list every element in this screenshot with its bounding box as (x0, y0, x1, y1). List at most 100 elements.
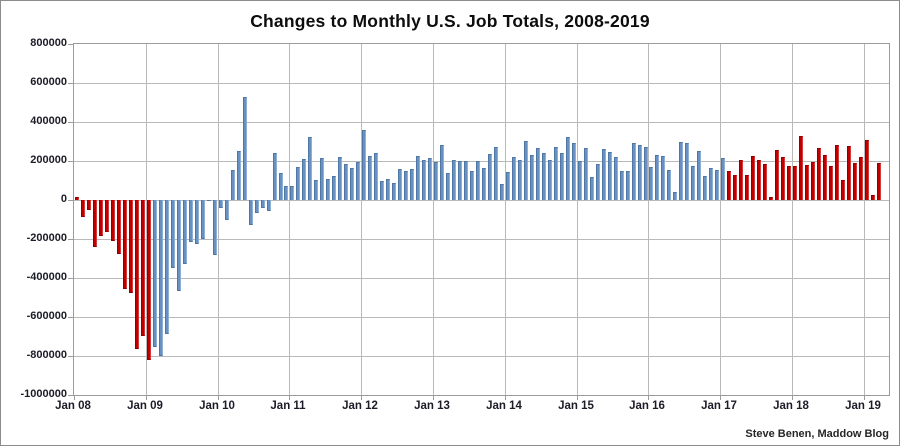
bar-2011-09 (338, 156, 343, 200)
bar-2014-12 (571, 143, 576, 200)
bar-2017-05 (745, 174, 750, 200)
bar-2008-10 (128, 200, 133, 293)
bar-2012-08 (404, 170, 409, 201)
bar-2012-03 (374, 152, 379, 200)
v-gridline (577, 44, 578, 395)
x-axis-tick (361, 396, 362, 400)
x-axis-tick (648, 396, 649, 400)
v-gridline (505, 44, 506, 395)
bar-2018-03 (805, 165, 809, 200)
x-axis-tick-label: Jan 13 (414, 400, 450, 412)
bar-2011-11 (350, 168, 355, 200)
bar-2014-08 (547, 160, 552, 200)
bar-2010-12 (284, 186, 289, 200)
bar-2018-11 (852, 162, 857, 200)
x-axis-tick (864, 396, 865, 400)
bar-2018-07 (829, 165, 833, 200)
bar-2014-02 (511, 156, 516, 200)
y-axis-tick (68, 44, 73, 45)
bar-2009-12 (212, 200, 217, 256)
bar-2008-09 (122, 200, 127, 289)
bar-2010-08 (260, 200, 265, 209)
x-axis-tick-label: Jan 11 (270, 400, 306, 412)
bar-2009-03 (158, 200, 163, 356)
bar-2009-11 (206, 200, 211, 202)
x-axis-tick-label: Jan 15 (558, 400, 594, 412)
bar-2013-09 (481, 168, 486, 200)
bar-2013-04 (452, 160, 456, 200)
bar-2010-05 (242, 96, 247, 200)
v-gridline (289, 44, 290, 395)
bar-2011-07 (326, 179, 331, 200)
bar-2014-04 (523, 140, 528, 200)
bar-2018-10 (846, 146, 851, 200)
y-axis-tick-label: -200000 (26, 232, 67, 244)
bar-2015-05 (601, 149, 606, 200)
bar-2012-11 (422, 160, 427, 200)
x-axis-tick-label: Jan 12 (342, 400, 378, 412)
v-gridline (792, 44, 793, 395)
y-axis-tick-label: -1000000 (20, 388, 68, 400)
bar-2008-04 (93, 200, 97, 247)
bar-2017-07 (757, 160, 762, 200)
bar-2011-10 (344, 164, 349, 200)
v-gridline (720, 44, 721, 395)
bar-2009-10 (200, 200, 205, 239)
x-axis-tick (146, 396, 147, 400)
bar-2015-09 (625, 170, 630, 200)
h-gridline (74, 161, 889, 162)
bar-2016-12 (715, 169, 720, 200)
bar-2017-06 (751, 156, 756, 200)
bar-2013-02 (440, 145, 444, 200)
bar-2018-06 (823, 155, 827, 200)
h-gridline (74, 278, 889, 279)
y-axis-tick (68, 356, 73, 357)
bar-2013-01 (434, 161, 438, 200)
bar-2015-07 (613, 156, 618, 200)
bar-2012-05 (386, 178, 391, 200)
bar-2010-07 (254, 200, 259, 213)
bar-2019-03 (876, 163, 881, 200)
y-axis-tick (68, 239, 73, 240)
x-axis-tick-label: Jan 09 (127, 400, 163, 412)
bar-2011-02 (296, 167, 301, 200)
bar-2014-05 (529, 155, 534, 200)
y-axis-tick (68, 83, 73, 84)
bar-2011-03 (302, 158, 307, 200)
bar-2015-03 (589, 176, 594, 200)
bar-2018-04 (811, 161, 815, 200)
bar-2010-06 (248, 200, 253, 226)
bar-2015-04 (595, 163, 600, 200)
y-axis-tick-label: 0 (60, 193, 67, 205)
bar-2008-08 (116, 200, 121, 254)
bar-2012-10 (416, 156, 421, 200)
bar-2017-03 (733, 174, 738, 200)
bar-2017-01 (721, 157, 726, 200)
bar-2013-07 (469, 170, 474, 200)
bar-2015-02 (583, 148, 588, 200)
bar-2008-01 (75, 196, 79, 200)
bar-2014-03 (517, 160, 522, 200)
y-axis-tick (68, 278, 73, 279)
bar-2017-02 (727, 170, 732, 201)
bar-2009-05 (170, 200, 175, 269)
bar-2018-01 (793, 165, 798, 200)
bar-2013-06 (464, 160, 468, 200)
bar-2008-11 (134, 200, 139, 350)
y-axis-tick-label: -400000 (26, 271, 67, 283)
bar-2016-10 (703, 175, 708, 200)
h-gridline (74, 317, 889, 318)
bar-2014-01 (505, 171, 510, 200)
bar-2014-11 (565, 137, 570, 200)
bar-2008-12 (140, 200, 145, 336)
x-axis-tick-label: Jan 14 (486, 400, 522, 412)
bar-2011-01 (290, 186, 295, 200)
x-axis-tick-label: Jan 10 (199, 400, 235, 412)
bar-2012-07 (398, 168, 403, 200)
bar-2016-01 (649, 167, 654, 200)
y-axis-tick-label: -800000 (26, 349, 67, 361)
bar-2015-10 (631, 142, 636, 200)
h-gridline (74, 200, 889, 201)
x-axis-tick (792, 396, 793, 400)
bar-2016-08 (691, 165, 696, 200)
